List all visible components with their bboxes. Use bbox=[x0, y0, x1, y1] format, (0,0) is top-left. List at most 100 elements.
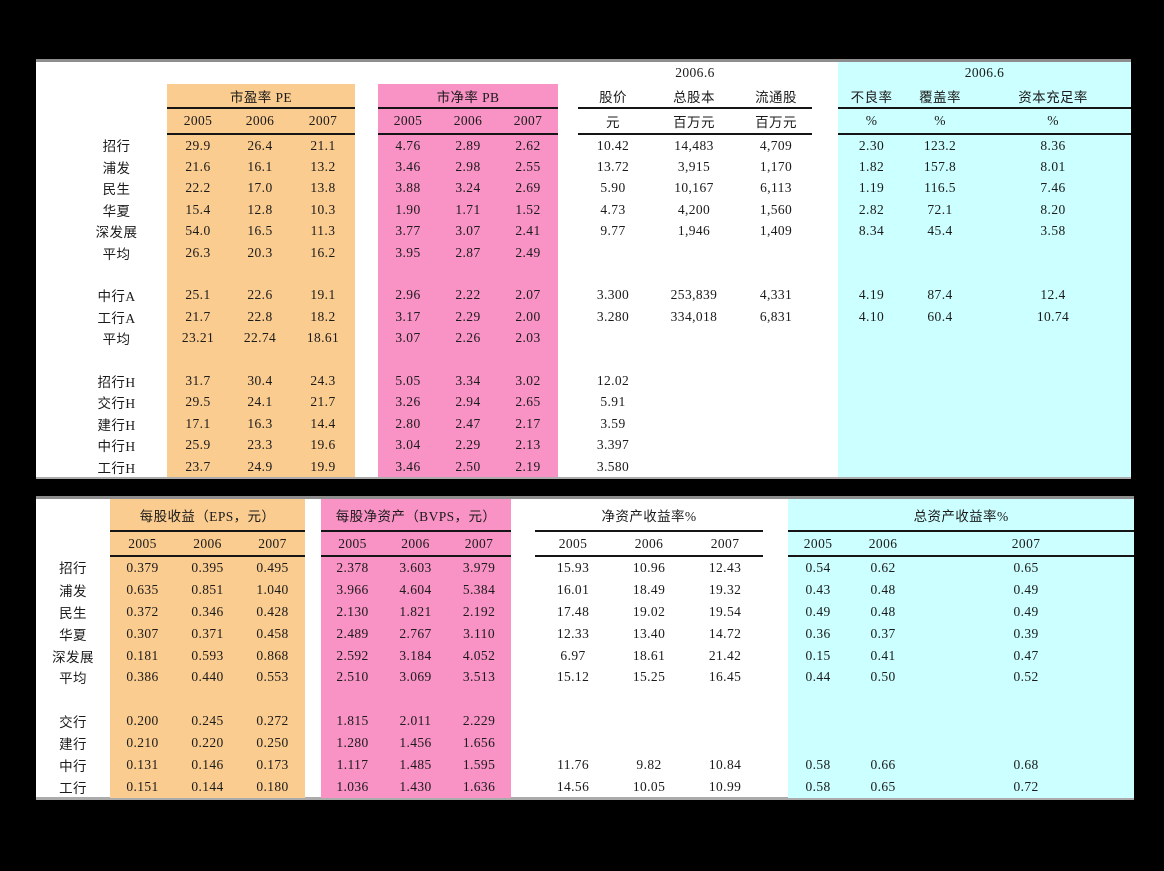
year-header: 2006 bbox=[438, 108, 498, 135]
data-cell bbox=[838, 413, 905, 434]
table-row: 招行H 31.7 30.4 24.3 5.05 3.34 3.02 12.02 bbox=[36, 370, 1131, 391]
column-gap bbox=[511, 776, 535, 798]
spacer bbox=[812, 108, 838, 134]
data-cell bbox=[378, 349, 438, 370]
table-row: 深发展 54.0 16.5 11.3 3.77 3.07 2.41 9.77 1,946 1,40… bbox=[36, 221, 1131, 242]
row-label: 中行H bbox=[97, 439, 136, 455]
column-gap bbox=[355, 392, 378, 413]
column-gap bbox=[558, 199, 578, 220]
data-cell: 0.173 bbox=[256, 756, 289, 772]
data-cell bbox=[975, 349, 1131, 370]
data-cell: 2.65 bbox=[515, 394, 541, 410]
data-cell: 0.58 bbox=[805, 756, 831, 772]
data-cell bbox=[611, 710, 687, 732]
data-cell: 2.55 bbox=[515, 159, 541, 175]
data-cell: 12.02 bbox=[596, 372, 630, 388]
data-cell bbox=[535, 688, 611, 710]
data-cell bbox=[648, 370, 740, 391]
data-cell: 116.5 bbox=[924, 180, 956, 196]
data-cell: 1.52 bbox=[515, 201, 541, 217]
data-cell: 0.851 bbox=[191, 581, 224, 597]
data-cell: 0.379 bbox=[126, 559, 159, 575]
data-cell bbox=[229, 263, 291, 284]
data-cell: 16.5 bbox=[247, 223, 273, 239]
column-gap bbox=[812, 221, 838, 242]
data-cell bbox=[975, 370, 1131, 391]
row-label: 华夏 bbox=[59, 627, 87, 643]
data-cell: 0.144 bbox=[191, 778, 224, 794]
data-cell: 12.8 bbox=[247, 201, 273, 217]
year-header: 2005 bbox=[110, 531, 175, 557]
table-row: 工行 0.151 0.144 0.180 1.036 1.430 1.636 14.56 10.… bbox=[36, 776, 1134, 798]
data-cell: 1.040 bbox=[256, 581, 289, 597]
data-cell: 0.58 bbox=[805, 778, 831, 794]
data-cell: 14.72 bbox=[708, 625, 742, 641]
data-cell: 12.43 bbox=[708, 559, 742, 575]
data-cell: 14.56 bbox=[556, 778, 590, 794]
data-cell: 8.01 bbox=[1040, 159, 1066, 175]
data-cell: 0.440 bbox=[191, 669, 224, 685]
data-cell: 3.513 bbox=[462, 669, 496, 685]
data-cell bbox=[975, 456, 1131, 477]
data-cell: 0.47 bbox=[1013, 647, 1039, 663]
data-cell: 3.59 bbox=[600, 415, 626, 431]
column-gap bbox=[305, 688, 321, 710]
data-cell bbox=[905, 328, 975, 349]
table-row: 平均 26.3 20.3 16.2 3.95 2.87 2.49 bbox=[36, 242, 1131, 263]
column-gap bbox=[558, 456, 578, 477]
data-cell: 12.33 bbox=[556, 625, 590, 641]
data-cell: 2.29 bbox=[455, 437, 481, 453]
data-cell: 1.485 bbox=[399, 756, 432, 772]
data-cell: 10.96 bbox=[632, 559, 666, 575]
data-cell: 0.52 bbox=[1013, 669, 1039, 685]
row-label bbox=[36, 349, 167, 370]
data-cell: 2.26 bbox=[455, 330, 481, 346]
data-cell: 45.4 bbox=[927, 223, 953, 239]
data-cell: 2.13 bbox=[515, 437, 541, 453]
column-gap bbox=[558, 242, 578, 263]
column-gap bbox=[305, 776, 321, 798]
data-cell: 1.117 bbox=[336, 756, 369, 772]
table-row: 深发展 0.181 0.593 0.868 2.592 3.184 4.052 6.97 18.… bbox=[36, 645, 1134, 667]
data-cell bbox=[498, 349, 558, 370]
data-cell: 0.37 bbox=[870, 625, 896, 641]
data-cell: 123.2 bbox=[923, 137, 957, 153]
data-cell bbox=[740, 392, 812, 413]
data-cell: 6.97 bbox=[560, 647, 586, 663]
data-cell bbox=[905, 242, 975, 263]
data-cell: 15.25 bbox=[632, 669, 666, 685]
data-cell: 0.36 bbox=[805, 625, 831, 641]
table-row: 华夏 0.307 0.371 0.458 2.489 2.767 3.110 12.33 13.… bbox=[36, 623, 1134, 645]
group-title-row: 市盈率 PE 市净率 PB 股价 总股本 流通股 不良率 覆盖率 资本充足率 bbox=[36, 84, 1132, 109]
column-gap bbox=[511, 645, 535, 667]
data-cell: 157.8 bbox=[923, 159, 957, 175]
column-gap bbox=[511, 688, 535, 710]
data-cell: 0.48 bbox=[870, 603, 896, 619]
data-cell: 0.65 bbox=[1013, 559, 1039, 575]
column-gap bbox=[763, 579, 788, 601]
data-cell: 3.603 bbox=[399, 559, 432, 575]
data-cell: 19.32 bbox=[708, 581, 742, 597]
data-cell: 2.011 bbox=[399, 713, 432, 729]
spacer bbox=[36, 499, 110, 531]
data-cell: 3.110 bbox=[463, 625, 495, 641]
row-label: 招行 bbox=[59, 561, 87, 577]
data-cell bbox=[378, 263, 438, 284]
data-cell bbox=[848, 688, 918, 710]
data-cell bbox=[687, 688, 763, 710]
data-cell bbox=[788, 710, 848, 732]
data-cell: 72.1 bbox=[927, 201, 953, 217]
data-cell: 22.6 bbox=[247, 287, 273, 303]
group-title-row: 每股收益（EPS，元） 每股净资产（BVPS，元） 净资产收益率% 总资产收益率… bbox=[36, 499, 1135, 532]
percent-unit-header: % bbox=[838, 108, 906, 135]
data-cell: 19.54 bbox=[708, 603, 742, 619]
data-cell: 4,709 bbox=[759, 137, 793, 153]
column-gap bbox=[305, 579, 321, 601]
data-cell: 1.815 bbox=[336, 713, 369, 729]
data-cell: 1.280 bbox=[336, 735, 369, 751]
npl-ratio-header: 不良率 bbox=[838, 84, 906, 109]
data-cell: 253,839 bbox=[670, 287, 718, 303]
data-cell: 20.3 bbox=[247, 244, 273, 260]
data-cell: 0.220 bbox=[191, 735, 224, 751]
